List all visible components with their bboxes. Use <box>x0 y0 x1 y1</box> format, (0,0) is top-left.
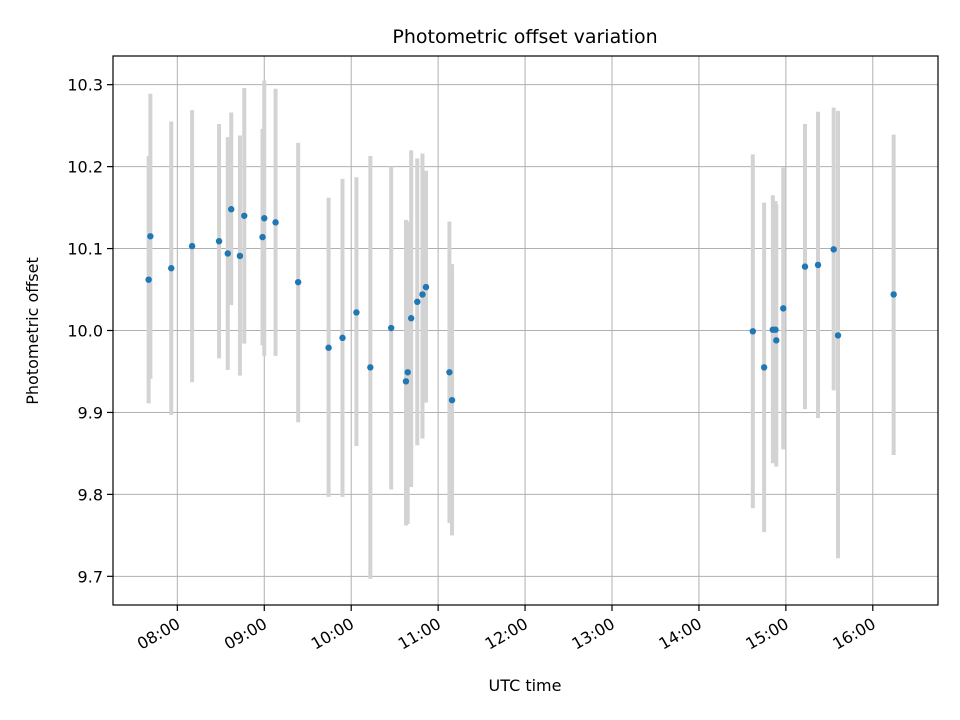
data-point <box>448 396 456 404</box>
y-tick-label: 9.9 <box>78 403 103 422</box>
y-tick-label: 10.2 <box>67 158 103 177</box>
data-point <box>294 278 302 286</box>
data-point <box>780 305 787 312</box>
y-tick-label: 10.3 <box>67 76 103 95</box>
data-point <box>168 265 175 272</box>
data-point <box>236 252 244 260</box>
data-point <box>259 233 266 241</box>
data-point <box>772 326 779 333</box>
data-point <box>419 291 426 298</box>
data-point <box>224 250 231 257</box>
data-point <box>145 276 152 283</box>
data-point <box>261 215 268 222</box>
data-point <box>814 261 822 269</box>
data-point <box>801 263 809 270</box>
y-tick-label: 9.7 <box>78 567 103 586</box>
data-point <box>834 332 842 339</box>
data-point <box>188 242 196 250</box>
y-tick-label: 10.0 <box>67 322 103 341</box>
data-point <box>414 298 421 306</box>
y-axis-ticks: 9.7 9.8 9.9 10.0 10.1 10.2 10.3 <box>67 76 113 586</box>
data-point <box>325 344 332 351</box>
data-point <box>339 334 346 342</box>
data-point <box>387 324 395 332</box>
data-point <box>422 283 430 291</box>
data-point <box>404 369 411 376</box>
data-point <box>830 246 837 253</box>
data-point <box>760 364 768 371</box>
data-point <box>147 233 154 240</box>
y-tick-label: 9.8 <box>78 485 103 504</box>
data-point <box>446 369 453 376</box>
data-point <box>272 219 279 226</box>
data-point <box>228 206 235 213</box>
data-point <box>241 212 248 219</box>
chart-title: Photometric offset variation <box>392 26 657 48</box>
data-point <box>773 337 780 344</box>
y-axis-label: Photometric offset <box>23 257 42 405</box>
x-axis-label: UTC time <box>489 676 562 695</box>
y-tick-label: 10.1 <box>67 240 103 259</box>
grid-lines <box>113 56 938 605</box>
data-point <box>353 309 360 316</box>
data-points <box>145 206 897 404</box>
data-point <box>215 237 223 245</box>
data-point <box>890 291 897 298</box>
data-point <box>749 328 757 335</box>
data-point <box>407 315 415 322</box>
data-point <box>367 364 374 371</box>
data-point <box>402 378 410 385</box>
